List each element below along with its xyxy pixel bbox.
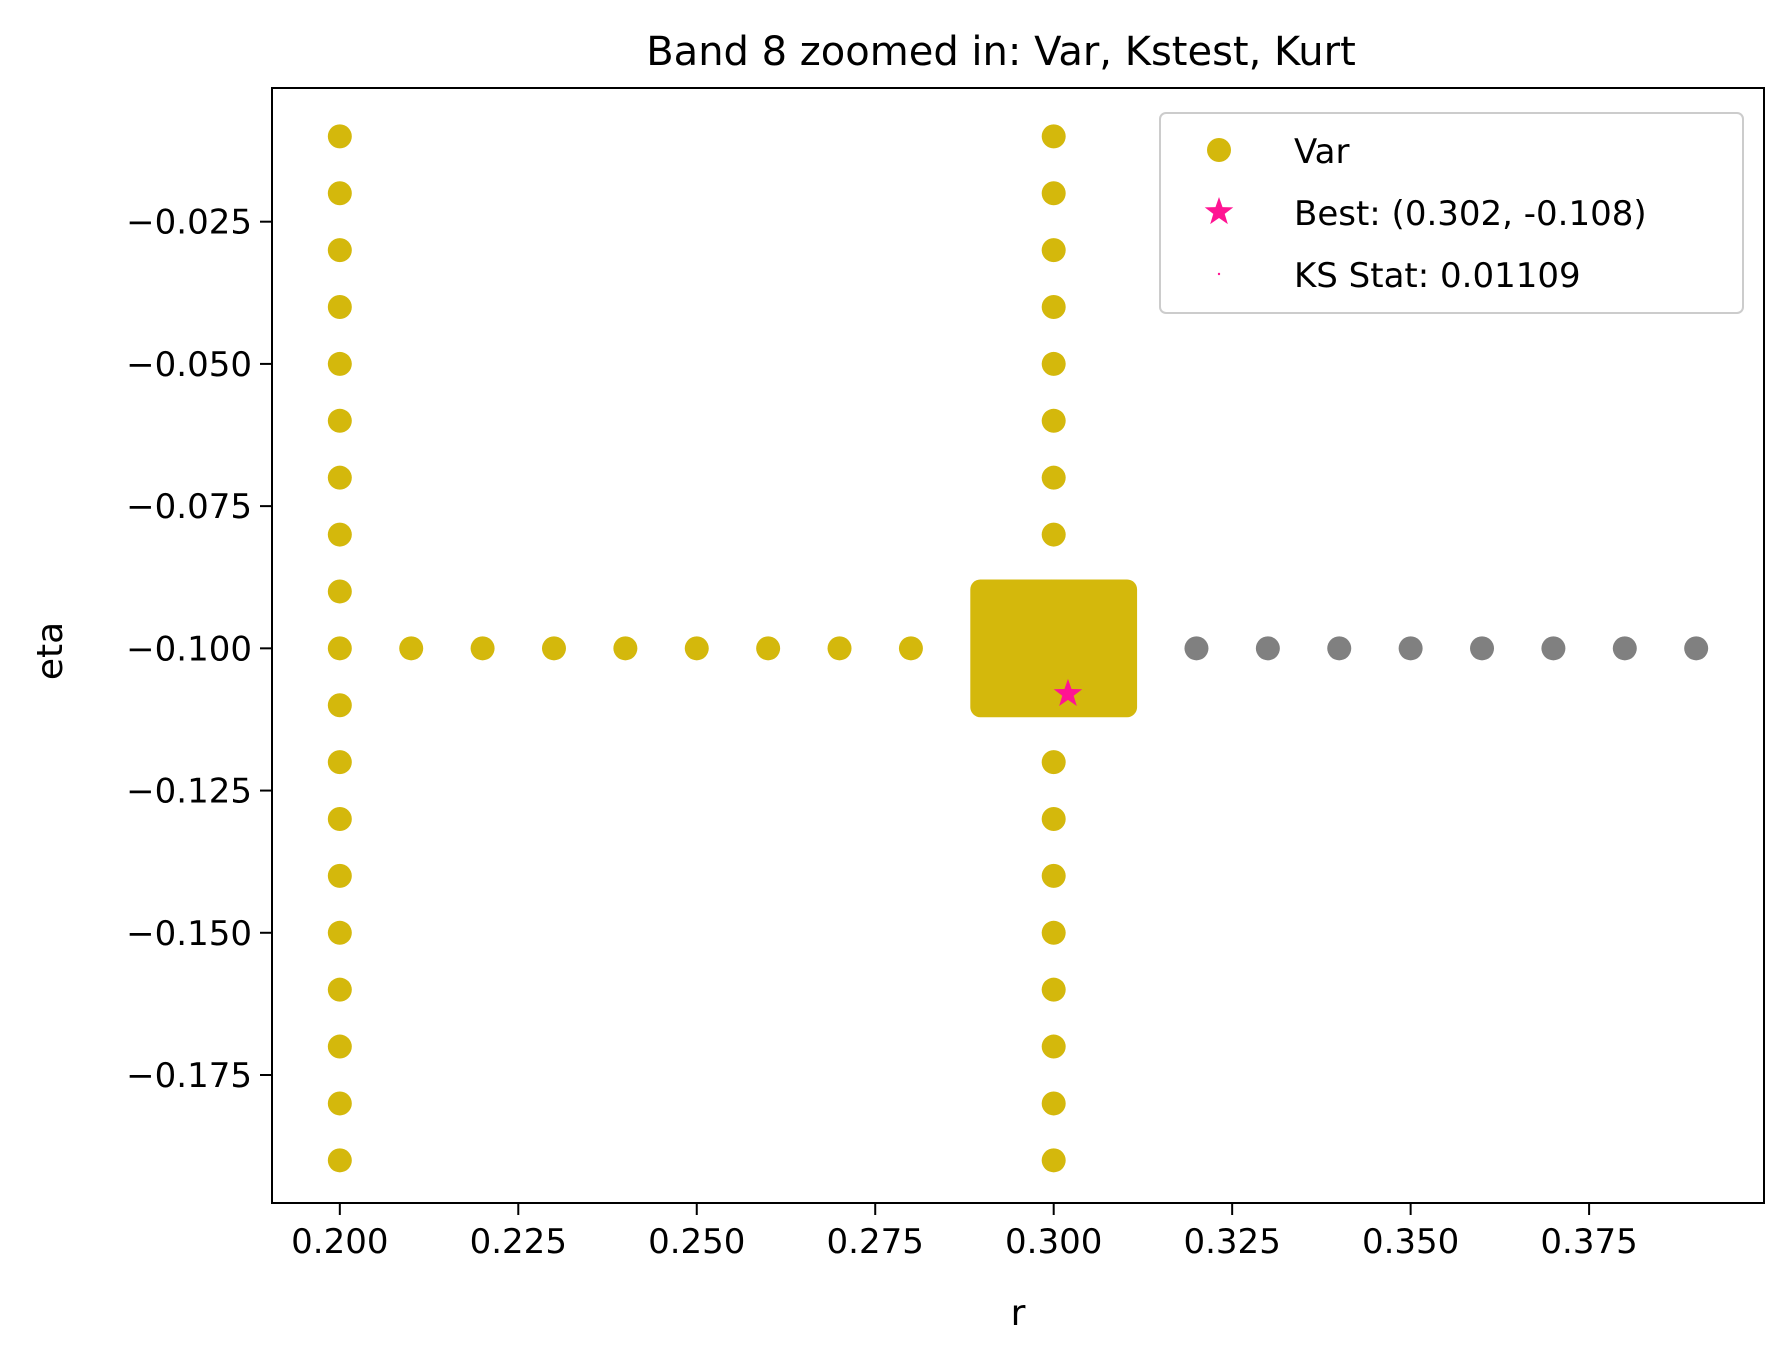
var-point	[327, 693, 352, 718]
var-point	[327, 522, 352, 547]
var-point	[898, 636, 923, 661]
var-point	[470, 636, 495, 661]
dense-block-layer	[970, 579, 1138, 718]
var-point	[327, 750, 352, 775]
var-point	[1041, 124, 1066, 149]
var-point	[1041, 579, 1066, 604]
legend-items: Var Best: (0.302, -0.108) KS Stat: 0.01109	[1204, 132, 1647, 296]
y-tick-label: −0.125	[126, 772, 252, 812]
legend-marker-var	[1207, 138, 1231, 162]
var-point	[756, 636, 781, 661]
gray-point	[1327, 636, 1352, 661]
var-point	[1041, 295, 1066, 320]
var-point	[327, 977, 352, 1002]
var-point	[1041, 977, 1066, 1002]
var-point	[1041, 1148, 1066, 1173]
gray-point	[1470, 636, 1495, 661]
var-point	[327, 408, 352, 433]
x-tick-label: 0.200	[291, 1222, 388, 1262]
plot-area	[271, 87, 1765, 1204]
var-point	[327, 124, 352, 149]
gray-point	[1398, 636, 1423, 661]
var-point	[1041, 750, 1066, 775]
x-axis-label: r	[1011, 1293, 1026, 1334]
y-tick-label: −0.150	[126, 914, 252, 954]
best-point-layer	[1053, 678, 1083, 706]
y-tick-label: −0.025	[126, 203, 252, 243]
gray-point	[1684, 636, 1709, 661]
var-point	[327, 238, 352, 263]
var-point	[1041, 351, 1066, 376]
x-tick-label: 0.275	[827, 1222, 924, 1262]
var-point	[1041, 408, 1066, 433]
x-tick-label: 0.250	[648, 1222, 745, 1262]
var-point	[1041, 863, 1066, 888]
x-tick-label: 0.350	[1362, 1222, 1459, 1262]
var-point	[1041, 181, 1066, 206]
var-point	[1041, 1091, 1066, 1116]
var-point	[327, 579, 352, 604]
var-point	[399, 636, 424, 661]
gray-point	[1255, 636, 1280, 661]
x-tick-label: 0.225	[470, 1222, 567, 1262]
legend: Var Best: (0.302, -0.108) KS Stat: 0.01109	[1159, 112, 1744, 314]
legend-frame	[1159, 112, 1744, 314]
gray-point	[1541, 636, 1566, 661]
var-point	[327, 863, 352, 888]
y-tick-label: −0.100	[126, 629, 252, 669]
var-point	[327, 351, 352, 376]
x-tick-label: 0.300	[1005, 1222, 1102, 1262]
var-point	[1041, 920, 1066, 945]
var-point	[327, 807, 352, 832]
y-axis-label: eta	[30, 622, 71, 680]
var-point	[1041, 1034, 1066, 1059]
var-point	[1041, 465, 1066, 490]
legend-marker-ks	[1217, 272, 1221, 276]
var-point	[1041, 238, 1066, 263]
x-tick-label: 0.375	[1540, 1222, 1637, 1262]
points-layer	[327, 124, 1709, 1173]
var-point	[327, 295, 352, 320]
y-axis-ticks: −0.025 −0.050 −0.075 −0.100 −0.125 −0.150 −0.1…	[126, 203, 272, 1096]
var-point	[1041, 807, 1066, 832]
legend-label: KS Stat: 0.01109	[1294, 256, 1581, 296]
var-point	[327, 1034, 352, 1059]
legend-label: Best: (0.302, -0.108)	[1294, 194, 1647, 234]
gray-point	[1612, 636, 1637, 661]
plot-frame	[271, 87, 1765, 1204]
var-point	[613, 636, 638, 661]
var-point	[327, 181, 352, 206]
legend-label: Var	[1294, 132, 1349, 172]
var-point	[327, 920, 352, 945]
var-point	[327, 1091, 352, 1116]
dense-marker-block	[970, 579, 1138, 718]
y-tick-label: −0.050	[126, 345, 252, 385]
x-tick-label: 0.325	[1183, 1222, 1280, 1262]
y-tick-label: −0.175	[126, 1056, 252, 1096]
gray-point	[1184, 636, 1209, 661]
var-point	[541, 636, 566, 661]
var-point	[1041, 522, 1066, 547]
best-point-star	[1053, 678, 1083, 706]
legend-marker-best	[1204, 197, 1234, 225]
var-point	[327, 636, 352, 661]
var-point	[684, 636, 709, 661]
var-point	[827, 636, 852, 661]
x-axis-ticks: 0.200 0.225 0.250 0.275 0.300 0.325 0.350 0.375	[291, 1203, 1638, 1262]
var-point	[327, 1148, 352, 1173]
var-point	[327, 465, 352, 490]
chart-title: Band 8 zoomed in: Var, Kstest, Kurt	[646, 29, 1356, 75]
y-tick-label: −0.075	[126, 487, 252, 527]
